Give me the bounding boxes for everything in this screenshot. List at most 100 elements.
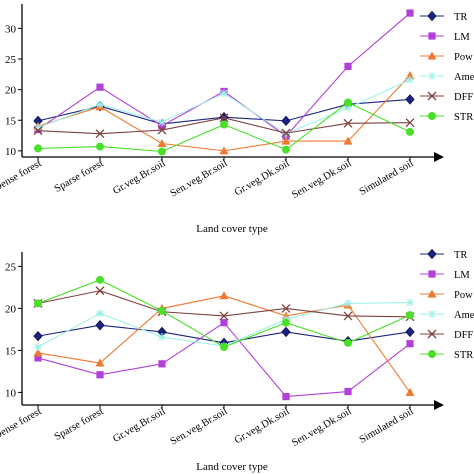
data-point — [157, 125, 167, 135]
legend-label: TR — [454, 12, 467, 23]
data-point — [344, 98, 352, 107]
data-point — [343, 311, 353, 321]
data-point — [158, 306, 166, 315]
data-point — [219, 146, 229, 155]
legend-item-str: STR — [420, 112, 473, 123]
data-point — [34, 354, 42, 362]
legend-marker — [428, 270, 436, 278]
data-point — [281, 115, 291, 127]
x-tick-label: Sen.veg.Dk.soil — [290, 406, 353, 449]
legend: TR LM Pow Ame DFF STR — [420, 10, 474, 123]
data-point — [344, 299, 352, 308]
data-point — [219, 311, 229, 321]
data-point — [344, 387, 352, 396]
data-point — [344, 104, 352, 112]
data-point — [34, 144, 42, 153]
x-tick-label: Gr.veg.Dk.soil — [233, 158, 292, 198]
x-axis-title: Land cover type — [196, 223, 268, 235]
data-point — [405, 94, 415, 105]
x-tick-label: Sen.veg.Dk.soil — [290, 158, 353, 201]
y-tick-label: 10 — [5, 146, 17, 158]
x-tick-label: Gr.veg.Br.soil — [111, 158, 167, 197]
data-point — [95, 358, 105, 367]
data-point — [96, 83, 104, 91]
legend-marker — [428, 112, 436, 120]
data-point — [34, 123, 42, 132]
data-point — [33, 330, 43, 342]
x-tick-label: Dense forest — [0, 406, 44, 442]
data-point — [95, 320, 105, 331]
legend-marker — [427, 10, 437, 22]
y-tick-label: 25 — [5, 261, 17, 273]
data-point — [406, 311, 414, 320]
legend-item-tr: TR — [420, 10, 467, 23]
data-point — [405, 118, 415, 128]
x-tick-label: Dense forest — [0, 158, 44, 194]
data-point — [282, 145, 290, 154]
legend-label: STR — [454, 350, 473, 361]
data-point — [405, 387, 415, 396]
legend-item-tr: TR — [420, 248, 467, 261]
data-point — [96, 309, 104, 318]
legend-marker — [428, 72, 436, 80]
data-point — [343, 118, 353, 128]
data-point — [343, 136, 353, 145]
data-point — [158, 360, 166, 368]
data-point — [344, 62, 352, 70]
legend-marker — [428, 350, 436, 358]
legend-item-dff: DFF — [420, 329, 473, 341]
y-tick-label: 10 — [5, 387, 17, 399]
data-point — [158, 118, 166, 127]
x-tick-label: Gr.veg.Dk.soil — [233, 406, 292, 446]
x-tick-label: Sen.veg.Br.soil — [169, 406, 230, 448]
legend-item-pow: Pow — [420, 51, 473, 63]
data-point — [96, 142, 104, 151]
y-tick-label: 15 — [5, 345, 17, 357]
data-point — [281, 303, 291, 313]
series-str — [34, 275, 414, 352]
legend-item-lm: LM — [420, 32, 470, 43]
y-tick-label: 15 — [5, 115, 17, 127]
data-point — [281, 136, 291, 145]
legend-label: STR — [454, 112, 473, 123]
y-tick-label: 25 — [5, 54, 17, 66]
data-point — [96, 100, 104, 109]
data-point — [406, 75, 414, 84]
data-point — [33, 348, 43, 357]
data-point — [220, 89, 228, 98]
legend-label: LM — [454, 270, 470, 281]
data-point — [220, 120, 228, 129]
legend-label: LM — [454, 32, 470, 43]
y-tick-label: 30 — [5, 23, 17, 35]
data-point — [406, 127, 414, 136]
legend: TR LM Pow Ame DFF STR — [420, 248, 474, 361]
legend-item-dff: DFF — [420, 91, 473, 103]
data-point — [281, 326, 291, 338]
data-point — [219, 113, 229, 123]
x-tick-label: Simulated soil — [358, 406, 416, 446]
x-tick-label: Sparse forest — [53, 158, 106, 195]
data-point — [219, 291, 229, 300]
series-lm — [34, 319, 414, 401]
legend-label: Pow — [454, 52, 473, 63]
series-dff — [33, 113, 415, 139]
data-point — [34, 299, 42, 308]
legend-item-ame: Ame — [420, 310, 474, 321]
data-point — [406, 340, 414, 348]
data-point — [95, 129, 105, 139]
data-point — [220, 343, 228, 352]
x-axis-title: Land cover type — [196, 461, 268, 473]
data-point — [282, 393, 290, 401]
data-point — [406, 9, 414, 17]
legend-item-str: STR — [420, 350, 473, 361]
y-tick-label: 20 — [5, 85, 17, 97]
legend-label: TR — [454, 250, 467, 261]
x-axis-arrow — [434, 152, 444, 162]
legend-marker — [427, 91, 437, 101]
data-point — [158, 332, 166, 341]
data-point — [282, 318, 290, 327]
data-point — [405, 326, 415, 338]
